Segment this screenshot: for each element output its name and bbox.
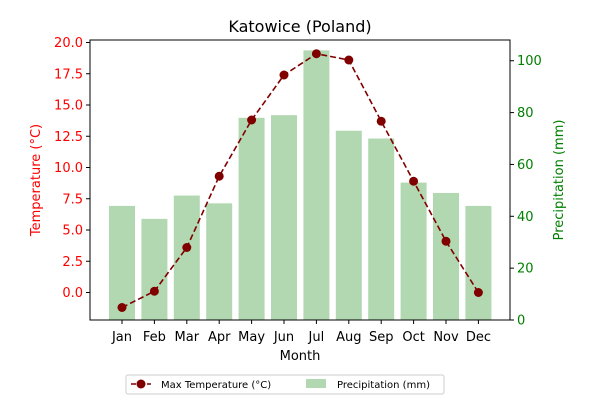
left-tick-label: 15.0 (54, 99, 83, 114)
x-tick-label: Jun (273, 330, 294, 345)
temperature-point-may (247, 115, 257, 125)
legend-label-temperature: Max Temperature (°C) (161, 380, 271, 391)
left-tick-label: 17.5 (54, 67, 83, 82)
plot-frame (89, 39, 511, 321)
bar-aug (335, 130, 362, 320)
left-tick-label: 7.5 (62, 192, 83, 207)
x-tick-label: Mar (175, 330, 200, 345)
temperature-point-oct (409, 176, 419, 186)
bar-mar (173, 195, 200, 320)
bar-sep (368, 138, 395, 320)
x-tick-label: Oct (402, 330, 424, 345)
chart-title: Katowice (Poland) (228, 17, 371, 36)
right-tick-label: 100 (517, 54, 542, 69)
temperature-line-path (121, 52, 480, 309)
temperature-point-feb (149, 286, 159, 296)
legend-frame (125, 374, 445, 395)
left-tick-label: 0.0 (62, 286, 83, 301)
bar-jan (109, 205, 135, 320)
bar-apr (206, 203, 233, 320)
left-tick-label: 10.0 (54, 161, 83, 176)
temperature-point-sep (376, 116, 386, 126)
precipitation-bars (109, 50, 492, 321)
left-tick-label: 2.5 (62, 255, 83, 270)
right-y-axis-label: Precipitation (mm) (552, 120, 567, 241)
legend-label-precipitation: Precipitation (mm) (337, 380, 430, 391)
x-tick-label: Jul (308, 330, 325, 345)
legend-bar-swatch (306, 379, 326, 388)
x-axis: Jan Feb Mar Apr May Jun Jul Aug Sep Oct Nov Dec (111, 320, 491, 345)
x-tick-label: Aug (336, 330, 361, 345)
left-tick-label: 12.5 (54, 130, 83, 145)
right-tick-label: 0 (517, 314, 525, 329)
x-tick-label: Dec (466, 330, 491, 345)
left-tick-label: 5.0 (62, 224, 83, 239)
right-tick-label: 80 (517, 106, 534, 121)
temperature-point-jul (311, 49, 321, 59)
legend: Max Temperature (°C) Precipitation (mm) (125, 374, 445, 395)
bar-may (238, 117, 265, 321)
x-tick-label: Feb (143, 330, 166, 345)
temperature-point-apr (214, 171, 224, 181)
temperature-line (117, 49, 483, 312)
temperature-point-jun (279, 70, 289, 80)
temperature-point-dec (473, 288, 483, 297)
x-tick-label: Sep (369, 330, 394, 345)
left-y-axis: 0.0 2.5 5.0 7.5 10.0 12.5 15.0 17.5 20.0 (54, 36, 90, 301)
bar-jun (271, 115, 297, 321)
right-tick-label: 40 (517, 210, 534, 225)
x-tick-label: Apr (208, 330, 231, 345)
bar-jul (303, 50, 330, 321)
temperature-point-aug (344, 55, 354, 65)
temperature-point-nov (441, 236, 451, 246)
temperature-point-jan (117, 303, 127, 312)
legend-marker-swatch (136, 379, 146, 389)
right-y-axis: 0 20 40 60 80 100 (510, 54, 542, 329)
x-tick-label: Jan (111, 330, 132, 345)
left-y-axis-label: Temperature (°C) (29, 124, 44, 237)
x-axis-label: Month (280, 349, 321, 364)
bar-dec (465, 205, 492, 320)
left-tick-label: 20.0 (54, 36, 83, 51)
bar-nov (433, 192, 459, 320)
x-tick-label: Nov (433, 330, 459, 345)
right-tick-label: 20 (517, 262, 534, 277)
bar-feb (141, 218, 168, 320)
temperature-point-mar (182, 243, 192, 252)
right-tick-label: 60 (517, 158, 534, 173)
x-tick-label: May (238, 330, 265, 345)
bar-oct (400, 182, 427, 320)
